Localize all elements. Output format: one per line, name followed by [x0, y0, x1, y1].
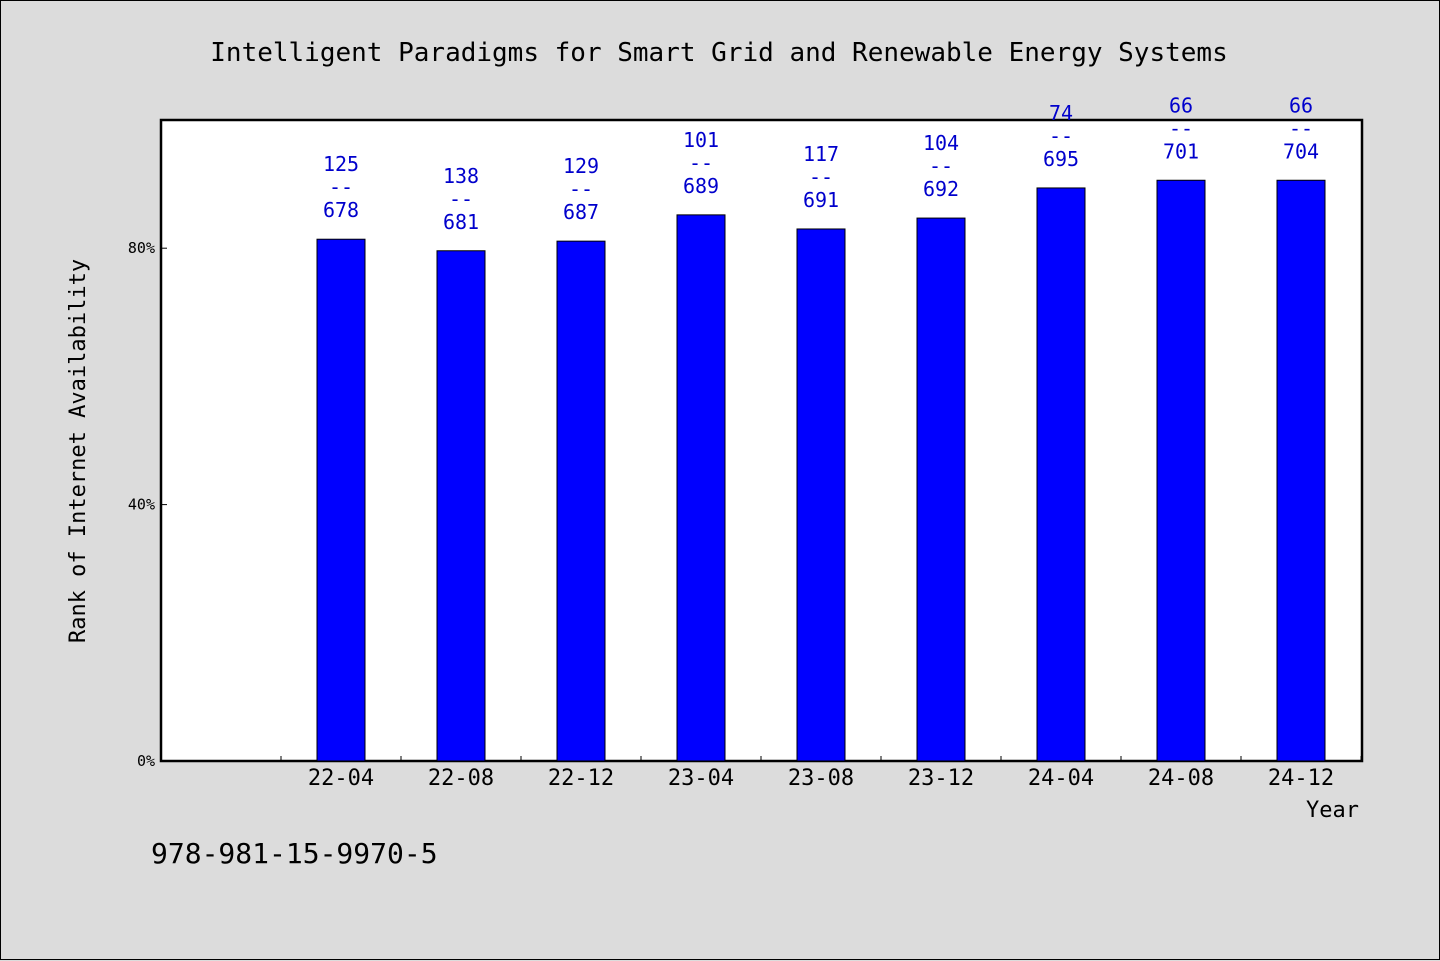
- data-label-separator: --: [1049, 124, 1073, 148]
- x-tick-label: 23-04: [668, 766, 734, 791]
- data-label-separator: --: [689, 151, 713, 175]
- data-label-top: 66: [1169, 93, 1193, 117]
- data-label-bottom: 695: [1043, 147, 1079, 171]
- bar-22-08: [436, 250, 486, 762]
- data-label-top: 101: [683, 128, 719, 152]
- x-tick-label: 22-12: [548, 766, 614, 791]
- x-tick-label: 24-04: [1028, 766, 1094, 791]
- x-tick-label: 23-08: [788, 766, 854, 791]
- data-label-top: 104: [923, 131, 959, 155]
- bar-23-12: [916, 217, 966, 762]
- data-label-separator: --: [929, 154, 953, 178]
- x-axis: 22-04 22-08 22-12 23-04 23-08 23-12 24-04 24-08…: [280, 756, 1362, 791]
- data-label-top: 138: [443, 164, 479, 188]
- data-label-top: 129: [563, 154, 599, 178]
- x-axis-label: Year: [1306, 798, 1359, 823]
- bars-group: [316, 179, 1326, 762]
- x-tick-label: 22-08: [428, 766, 494, 791]
- bar-24-04: [1036, 187, 1086, 762]
- data-label-bottom: 689: [683, 174, 719, 198]
- data-label-separator: --: [1169, 116, 1193, 140]
- bar-24-12: [1276, 179, 1326, 762]
- bar-23-08: [796, 228, 846, 762]
- data-labels-group: 125--678138--681129--687101--689117--691…: [323, 93, 1319, 234]
- bar-22-04: [316, 238, 366, 762]
- x-tick-label: 24-08: [1148, 766, 1214, 791]
- data-label-bottom: 692: [923, 177, 959, 201]
- data-label-bottom: 701: [1163, 139, 1199, 163]
- isbn-footer: 978-981-15-9970-5: [151, 837, 438, 870]
- data-label-bottom: 678: [323, 198, 359, 222]
- bar-22-12: [556, 240, 606, 762]
- data-label-separator: --: [449, 187, 473, 211]
- y-axis-label: Rank of Internet Availability: [66, 259, 91, 643]
- data-label-bottom: 687: [563, 200, 599, 224]
- chart-title: Intelligent Paradigms for Smart Grid and…: [210, 38, 1227, 68]
- data-label-bottom: 691: [803, 188, 839, 212]
- x-tick-label: 23-12: [908, 766, 974, 791]
- y-axis: 0% 40% 80%: [128, 239, 167, 770]
- data-label-separator: --: [569, 177, 593, 201]
- y-tick-label: 40%: [128, 496, 155, 514]
- data-label-top: 117: [803, 142, 839, 166]
- data-label-separator: --: [1289, 116, 1313, 140]
- bar-23-04: [676, 214, 726, 762]
- data-label-top: 66: [1289, 93, 1313, 117]
- x-tick-label: 24-12: [1268, 766, 1334, 791]
- bar-24-08: [1156, 179, 1206, 762]
- y-tick-label: 80%: [128, 239, 155, 257]
- y-tick-label: 0%: [137, 752, 155, 770]
- x-tick-label: 22-04: [308, 766, 374, 791]
- data-label-bottom: 704: [1283, 139, 1319, 163]
- data-label-separator: --: [329, 175, 353, 199]
- data-label-bottom: 681: [443, 210, 479, 234]
- data-label-separator: --: [809, 165, 833, 189]
- data-label-top: 74: [1049, 101, 1073, 125]
- data-label-top: 125: [323, 152, 359, 176]
